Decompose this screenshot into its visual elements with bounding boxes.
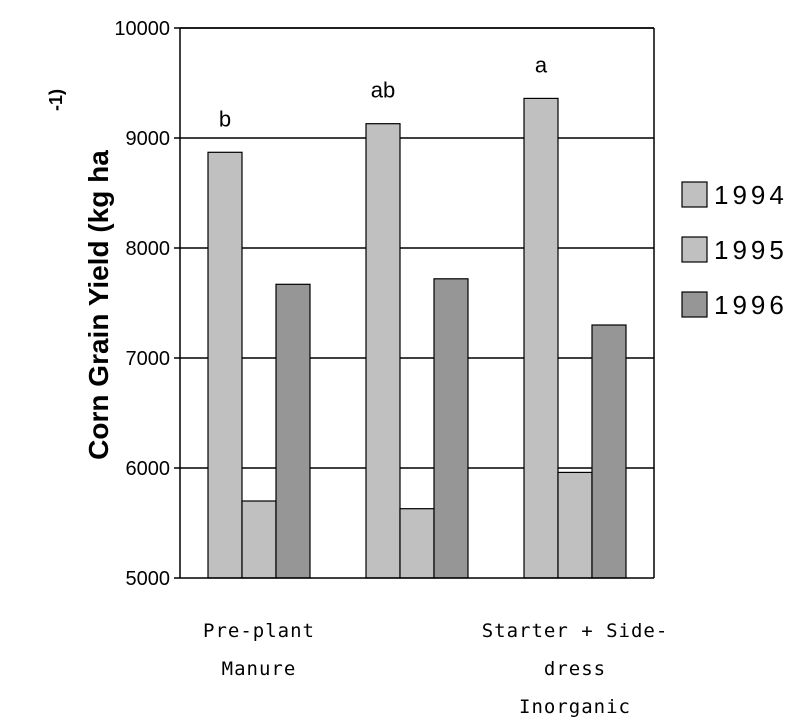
- bar-1996-2: [591, 324, 627, 579]
- bar-1995-0: [241, 500, 277, 579]
- bar-1994-0: [207, 151, 243, 579]
- legend-swatch-1994: [681, 181, 708, 208]
- y-axis-label: Corn Grain Yield (kg ha: [83, 150, 114, 460]
- x-category-label: dress: [544, 658, 606, 680]
- y-tick-label: 8000: [126, 238, 171, 260]
- y-axis-label-superscript: -1): [46, 89, 66, 111]
- legend-swatch-1996: [681, 291, 708, 318]
- gridlines: [180, 27, 654, 469]
- legend-label-1995: 1995: [714, 235, 788, 265]
- legend: 1994 1995 1996: [681, 180, 788, 320]
- legend-label-1994: 1994: [714, 180, 788, 210]
- bars: [207, 97, 627, 579]
- x-category-labels: Pre-plant Manure Starter + Side-dress Inorg…: [203, 620, 669, 718]
- x-category-label: Starter + Side-: [482, 620, 669, 642]
- x-category-label: Inorganic: [519, 696, 631, 718]
- bar-1994-1: [365, 123, 401, 579]
- bar-1994-2: [523, 97, 559, 579]
- annotations: b ab a: [219, 52, 548, 131]
- y-axis-title: Corn Grain Yield (kg ha: [83, 150, 114, 460]
- y-tick-label: 7000: [126, 348, 171, 370]
- y-axis-title-superscript: -1): [46, 89, 66, 111]
- bar-1996-0: [275, 283, 311, 579]
- y-tick-label: 10000: [114, 18, 170, 40]
- y-tick-label: 5000: [126, 568, 171, 590]
- legend-label-1996: 1996: [714, 290, 788, 320]
- bar-1995-1: [399, 508, 435, 579]
- axes: [174, 27, 655, 579]
- bar-1996-1: [433, 278, 469, 579]
- y-tick-label: 9000: [126, 128, 171, 150]
- legend-swatch-1995: [681, 236, 708, 263]
- y-tick-labels: 5000 6000 7000 8000 9000 10000: [114, 18, 170, 590]
- significance-letter: ab: [371, 78, 395, 103]
- significance-letter: a: [535, 52, 548, 77]
- significance-letter: b: [219, 106, 231, 131]
- y-tick-label: 6000: [126, 458, 171, 480]
- x-category-label: Pre-plant: [203, 620, 315, 642]
- bar-1995-2: [557, 471, 593, 579]
- x-category-label: Manure: [222, 658, 297, 680]
